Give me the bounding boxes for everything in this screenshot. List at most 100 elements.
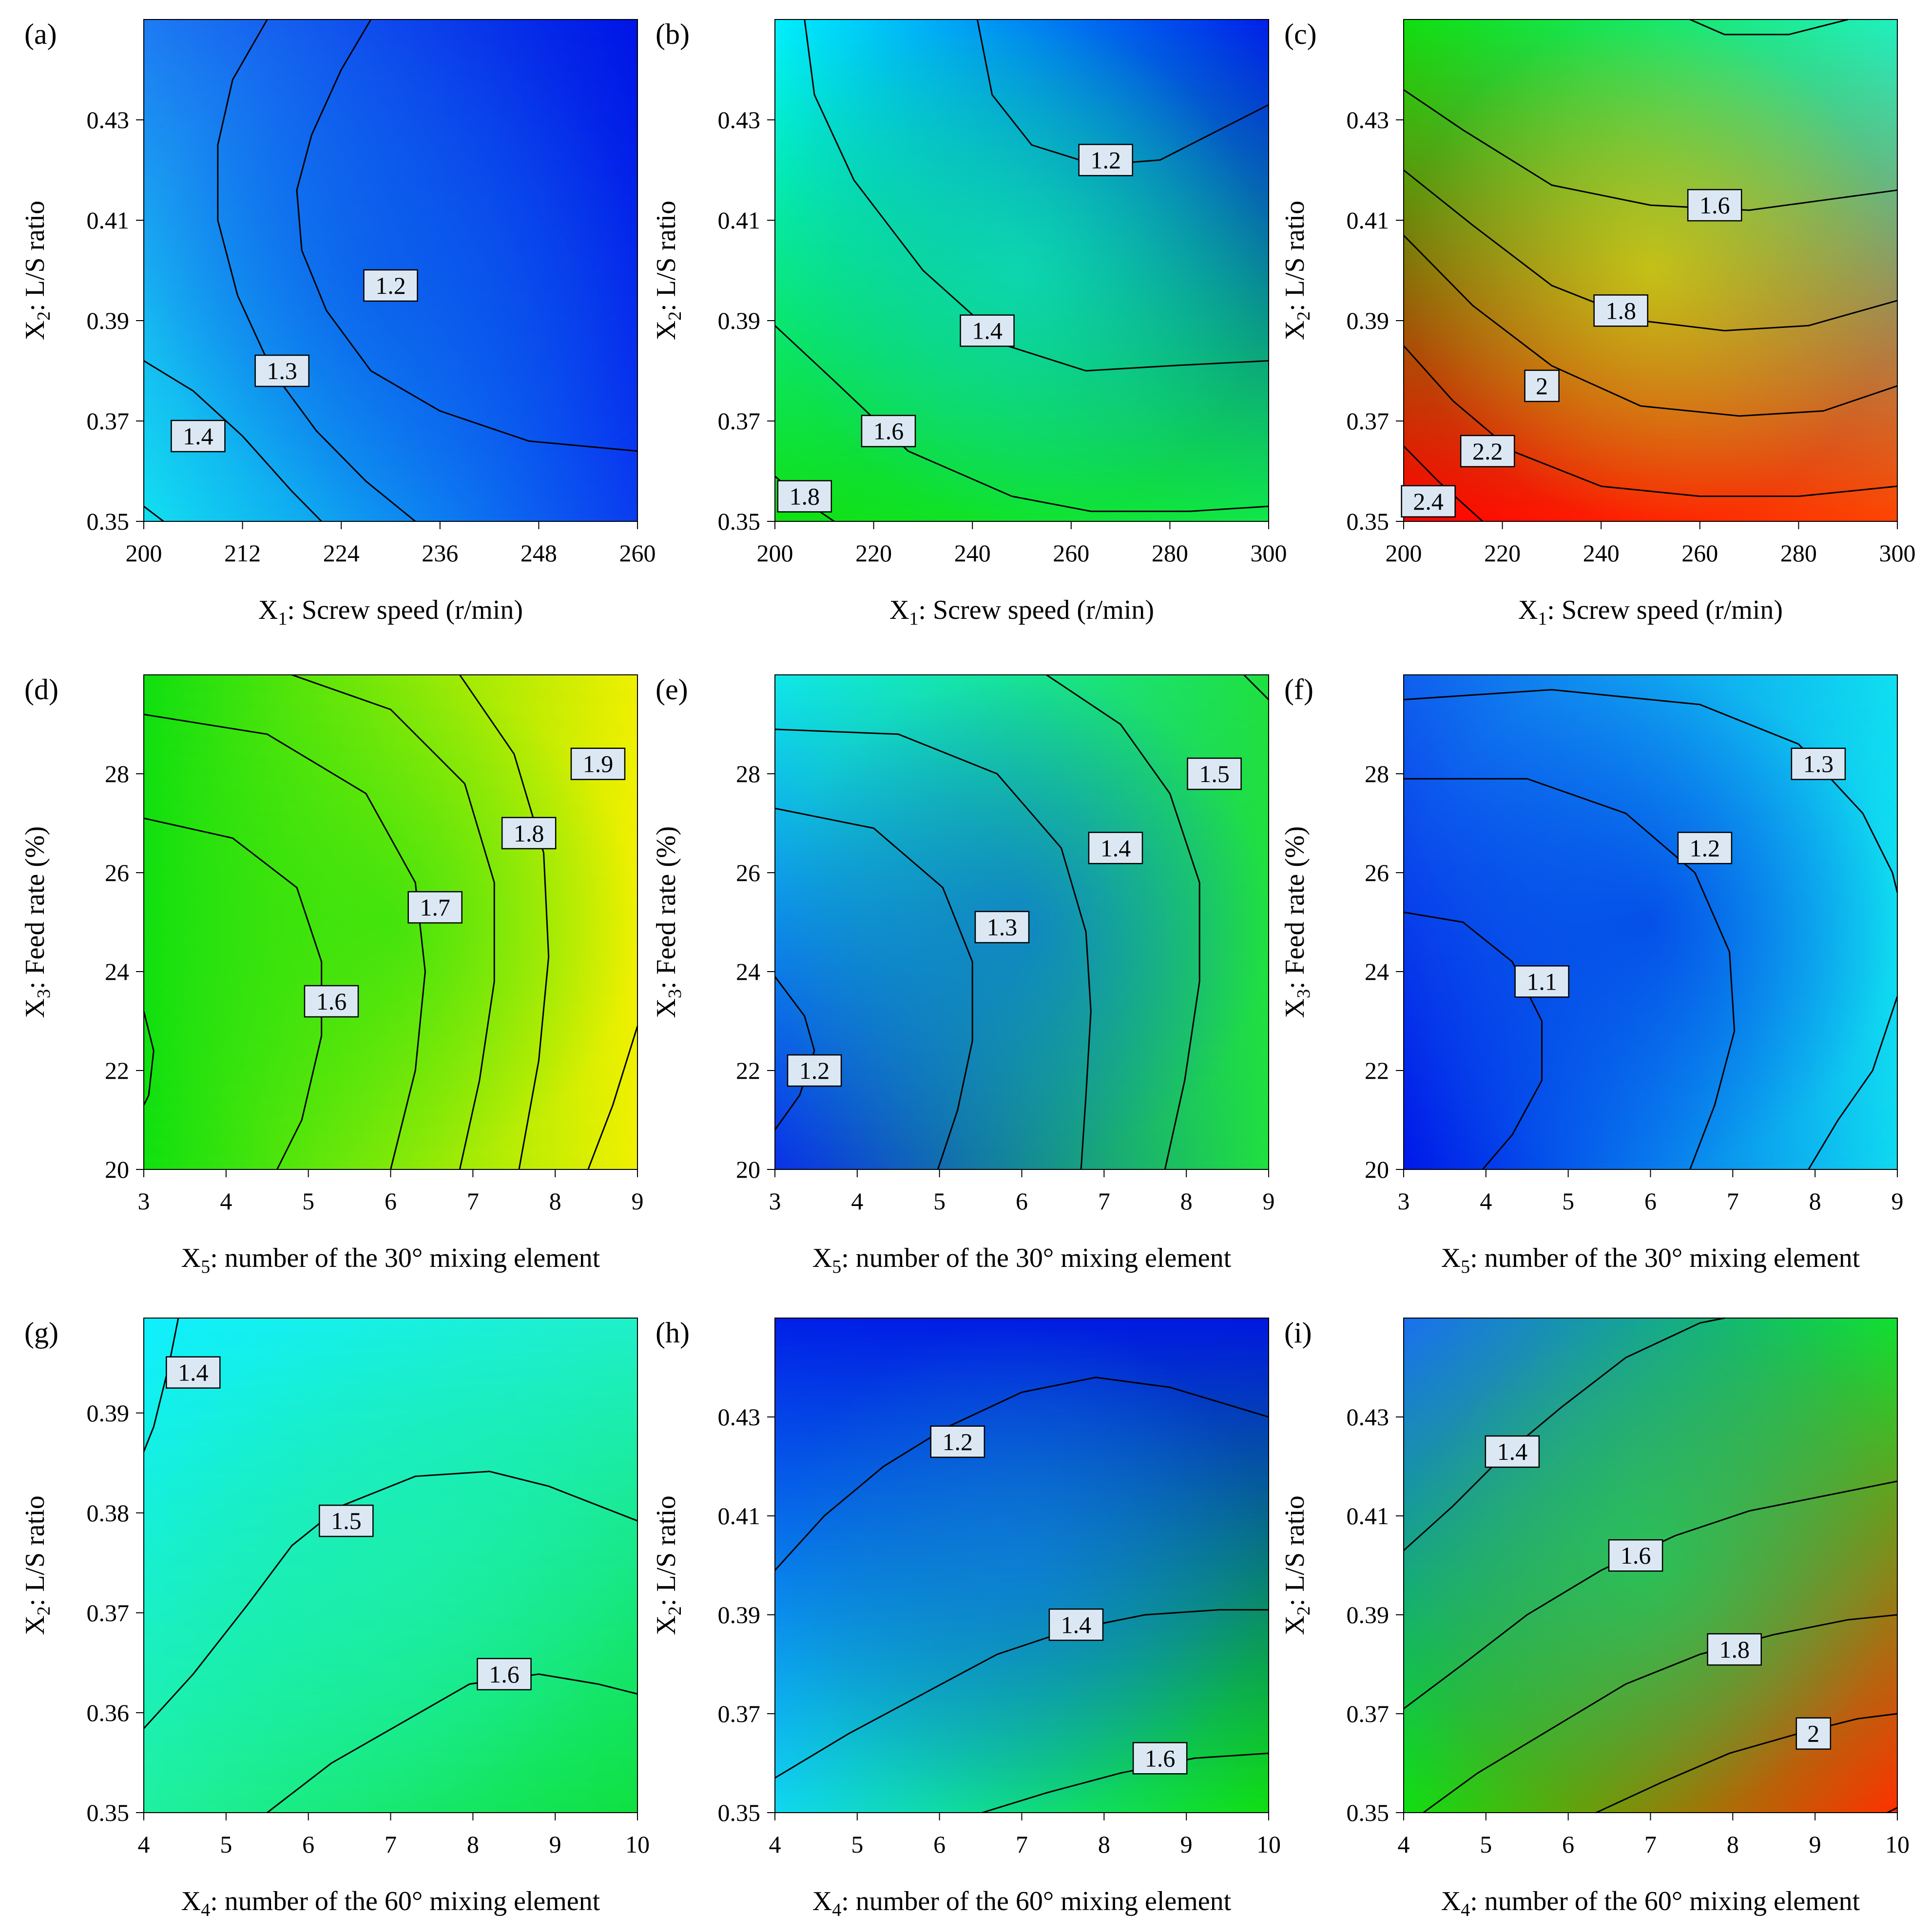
x-tick-label: 9 (1263, 1187, 1275, 1215)
x-tick-label: 280 (1780, 539, 1817, 567)
field-center (775, 19, 1269, 521)
contour-label-text: 1.4 (1061, 1611, 1092, 1638)
y-tick-label: 0.43 (1347, 106, 1390, 134)
x-tick-label: 7 (1098, 1187, 1110, 1215)
x-tick-label: 300 (1251, 539, 1287, 567)
contour-label: 1.2 (787, 1054, 842, 1087)
panel-g: 4 5 6 7 8 9 10 0.35 0.36 0.37 0.38 0.39 1.4 1.5 1.6 (g)… (20, 1317, 650, 1920)
y-tick-label: 0.39 (87, 1399, 130, 1427)
contour-label: 1.5 (1187, 757, 1242, 790)
contour-label-text: 1.6 (1621, 1542, 1651, 1569)
y-axis-label: X2: L/S ratio (20, 1495, 54, 1635)
contour-line (774, 976, 815, 1130)
contour-label-text: 1.2 (943, 1428, 973, 1455)
plot-frame (774, 19, 1269, 522)
panel-letter: (i) (1284, 1317, 1312, 1349)
contour-label-text: 1.3 (987, 914, 1018, 941)
y-tick-label: 0.41 (1347, 1502, 1390, 1530)
panel-letter: (c) (1284, 18, 1317, 50)
contour-line (982, 1752, 1269, 1814)
contour-label: 1.6 (861, 415, 916, 447)
y-axis-label: X2: L/S ratio (651, 201, 685, 341)
x-axis-label: X5: number of the 30° mixing element (1441, 1243, 1860, 1277)
y-tick-label: 0.39 (718, 307, 761, 334)
panel-i: 4 5 6 7 8 9 10 0.35 0.37 0.39 0.41 0.43 1.4 1.6 1.8 2 (i… (1280, 1317, 1910, 1920)
x-tick-label: 10 (1885, 1831, 1910, 1858)
contour-line (1403, 1317, 1725, 1551)
x-tick-label: 8 (467, 1831, 479, 1858)
x-tick-label: 9 (1809, 1831, 1821, 1858)
x-tick-label: 6 (1016, 1187, 1028, 1215)
y-axis-label: X3: Feed rate (%) (20, 826, 54, 1018)
y-axis-label: X2: L/S ratio (20, 201, 54, 341)
contour-line (1808, 996, 1898, 1170)
contour-label-text: 1.8 (1719, 1636, 1750, 1663)
panel-e: 3 4 5 6 7 8 9 20 22 24 26 28 1.2 1.3 1.4 1.5 (e) X5: numb… (651, 673, 1275, 1277)
y-tick-label: 0.39 (1347, 307, 1390, 334)
contour-label: 1.4 (1048, 1608, 1104, 1641)
contour-label: 1.1 (1514, 965, 1569, 998)
x-tick-label: 3 (1398, 1187, 1410, 1215)
x-tick-label: 9 (632, 1187, 644, 1215)
contour-line (1596, 1713, 1898, 1814)
contour-line (1243, 674, 1270, 700)
y-tick-label: 0.41 (1347, 207, 1390, 234)
x-tick-label: 8 (1727, 1831, 1739, 1858)
y-tick-label: 20 (1365, 1156, 1389, 1183)
contour-label: 1.7 (407, 891, 463, 924)
contour-label-text: 1.2 (1090, 146, 1121, 173)
x-tick-label: 236 (422, 539, 458, 567)
contour-line (1403, 911, 1543, 1170)
x-tick-label: 10 (1256, 1831, 1281, 1858)
panel-h: 4 5 6 7 8 9 10 0.35 0.37 0.39 0.41 0.43 1.2 1.4 1.6 (h)… (651, 1317, 1281, 1920)
y-tick-label: 24 (736, 958, 760, 985)
x-tick-label: 260 (1681, 539, 1718, 567)
x-tick-label: 4 (138, 1831, 150, 1858)
y-tick-label: 0.39 (1347, 1601, 1390, 1628)
y-axis-label: X3: Feed rate (%) (651, 826, 685, 1018)
contour-line (804, 19, 1269, 372)
contour-label-text: 1.1 (1526, 968, 1557, 995)
y-tick-label: 0.35 (1347, 508, 1390, 535)
panel-letter: (b) (656, 18, 690, 50)
contour-label-text: 1.4 (178, 1359, 209, 1386)
x-tick-label: 10 (625, 1831, 650, 1858)
contour-line (1403, 345, 1898, 497)
x-tick-label: 224 (323, 539, 360, 567)
contour-label-text: 1.8 (1605, 297, 1636, 324)
panel-letter: (h) (656, 1317, 690, 1349)
contour-label: 1.6 (1608, 1539, 1663, 1572)
contour-label-text: 2.2 (1472, 438, 1503, 465)
contour-label-text: 1.9 (583, 750, 614, 778)
contour-label-text: 1.6 (1145, 1744, 1176, 1772)
x-axis-label: X1: Screw speed (r/min) (889, 595, 1154, 629)
x-tick-label: 5 (220, 1831, 232, 1858)
x-tick-label: 5 (933, 1187, 946, 1215)
x-tick-label: 9 (549, 1831, 561, 1858)
panel-b: 200 220 240 260 280 300 0.35 0.37 0.39 0.41 0.43 1.… (651, 18, 1287, 629)
y-tick-label: 22 (105, 1057, 129, 1084)
contour-label: 1.4 (960, 314, 1015, 347)
y-tick-label: 0.39 (87, 307, 130, 334)
x-tick-label: 6 (1644, 1187, 1657, 1215)
contour-label: 1.5 (319, 1504, 374, 1537)
y-tick-label: 22 (736, 1057, 760, 1084)
contour-label: 2.4 (1401, 485, 1456, 518)
x-tick-label: 7 (385, 1831, 397, 1858)
contour-label-text: 1.3 (267, 357, 297, 384)
y-tick-label: 0.37 (1347, 1700, 1390, 1727)
x-tick-label: 7 (467, 1187, 479, 1215)
y-tick-label: 24 (105, 958, 129, 985)
x-tick-label: 5 (851, 1831, 863, 1858)
x-axis-label: X4: number of the 60° mixing element (181, 1886, 600, 1920)
y-tick-label: 0.35 (718, 1799, 761, 1826)
y-tick-label: 0.41 (87, 207, 130, 234)
y-tick-label: 28 (105, 760, 129, 787)
y-tick-label: 26 (105, 859, 129, 886)
panel-d: 3 4 5 6 7 8 9 20 22 24 26 28 1.6 1.7 1.8 1.9 (d) X5: numb… (20, 673, 644, 1277)
x-axis-label: X1: Screw speed (r/min) (258, 595, 523, 629)
contour-label-text: 1.2 (375, 272, 406, 299)
y-tick-label: 26 (736, 859, 760, 886)
x-tick-label: 8 (1809, 1187, 1821, 1215)
